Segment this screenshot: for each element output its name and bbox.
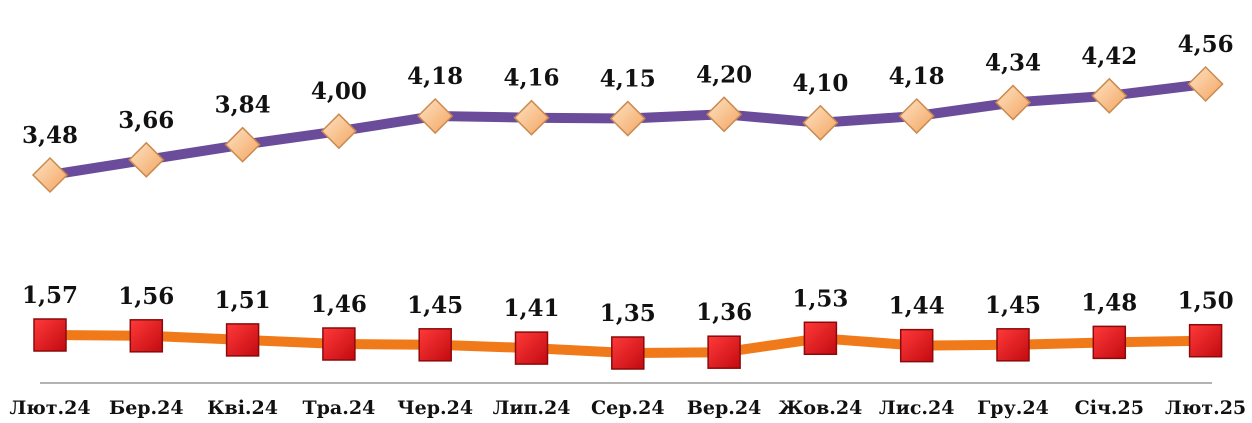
- data-label: 4,18: [889, 63, 945, 90]
- x-tick-label: Сер.24: [591, 397, 665, 419]
- data-point-diamond: [1187, 65, 1224, 103]
- series-2: 1,57 1,56 1,51 1,46 1,45 1,41 1,35 1,36 1,53 1,44…: [22, 282, 1234, 370]
- x-tick-label: Кві.24: [207, 397, 278, 419]
- data-point-square: [707, 335, 741, 369]
- data-label: 4,34: [985, 50, 1041, 77]
- data-label: 1,45: [985, 292, 1041, 319]
- data-point-square: [1188, 323, 1223, 358]
- data-label: 1,36: [696, 299, 752, 326]
- data-point-diamond: [513, 99, 550, 136]
- data-point-square: [129, 319, 164, 353]
- data-point-diamond: [31, 156, 69, 194]
- series-1: 3,48 3,66 3,84 4,00 4,18 4,16 4,15 4,20 4,10 4,18…: [22, 31, 1234, 194]
- x-tick-label: Бер.24: [109, 397, 184, 419]
- data-point-square: [803, 321, 838, 356]
- data-label: 1,50: [1178, 288, 1234, 315]
- data-label: 4,00: [311, 78, 367, 105]
- data-label: 3,84: [215, 92, 271, 119]
- data-label: 1,56: [118, 283, 174, 310]
- series-layer: 3,48 3,66 3,84 4,00 4,18 4,16 4,15 4,20 4,10 4,18…: [22, 31, 1234, 370]
- x-tick-label: Тра.24: [303, 397, 376, 419]
- data-label: 4,15: [600, 66, 656, 93]
- data-point-square: [899, 328, 934, 363]
- data-label: 3,66: [118, 107, 174, 134]
- data-label: 1,41: [503, 295, 559, 322]
- data-point-diamond: [417, 97, 454, 135]
- x-tick-label: Чер.24: [397, 397, 473, 419]
- data-point-diamond: [898, 97, 935, 135]
- data-label: 4,20: [696, 61, 752, 88]
- data-label: 1,44: [889, 293, 945, 320]
- data-label: 4,42: [1081, 43, 1137, 70]
- data-point-diamond: [128, 141, 165, 178]
- data-label: 1,35: [600, 300, 656, 327]
- data-point-diamond: [1091, 77, 1128, 114]
- data-point-square: [225, 323, 260, 357]
- data-point-diamond: [320, 113, 357, 150]
- data-label: 4,18: [407, 63, 463, 90]
- x-tick-label: Вер.24: [687, 397, 762, 419]
- data-point-square: [611, 336, 645, 370]
- data-point-square: [514, 331, 549, 365]
- data-label: 4,56: [1178, 31, 1234, 58]
- data-point-diamond: [802, 104, 839, 141]
- x-axis: Лют.24 Бер.24 Кві.24 Тра.24 Чер.24 Лип.24 Сер.…: [9, 397, 1246, 419]
- data-label: 1,53: [792, 285, 848, 312]
- data-point-diamond: [609, 100, 646, 137]
- data-point-diamond: [706, 96, 743, 133]
- data-label: 1,57: [22, 282, 78, 309]
- data-point-square: [996, 328, 1030, 362]
- x-tick-label: Жов.24: [778, 397, 862, 419]
- data-label: 1,48: [1081, 289, 1137, 316]
- x-tick-label: Лют.24: [9, 397, 90, 419]
- data-point-square: [322, 327, 356, 361]
- x-tick-label: Гру.24: [977, 397, 1049, 419]
- data-point-square: [418, 328, 452, 362]
- x-tick-label: Січ.25: [1075, 397, 1144, 419]
- data-point-square: [1092, 325, 1127, 360]
- data-label: 1,46: [311, 291, 367, 318]
- data-point-diamond: [224, 126, 261, 163]
- data-point-square: [33, 318, 67, 352]
- data-label: 3,48: [22, 122, 78, 149]
- data-label: 1,45: [407, 292, 463, 319]
- x-tick-label: Лип.24: [493, 397, 571, 419]
- data-label: 4,10: [792, 70, 848, 97]
- data-label: 1,51: [215, 287, 271, 314]
- x-tick-label: Лис.24: [879, 397, 955, 419]
- x-tick-label: Лют.25: [1165, 397, 1246, 419]
- data-point-diamond: [994, 84, 1032, 121]
- data-label: 4,16: [503, 65, 559, 92]
